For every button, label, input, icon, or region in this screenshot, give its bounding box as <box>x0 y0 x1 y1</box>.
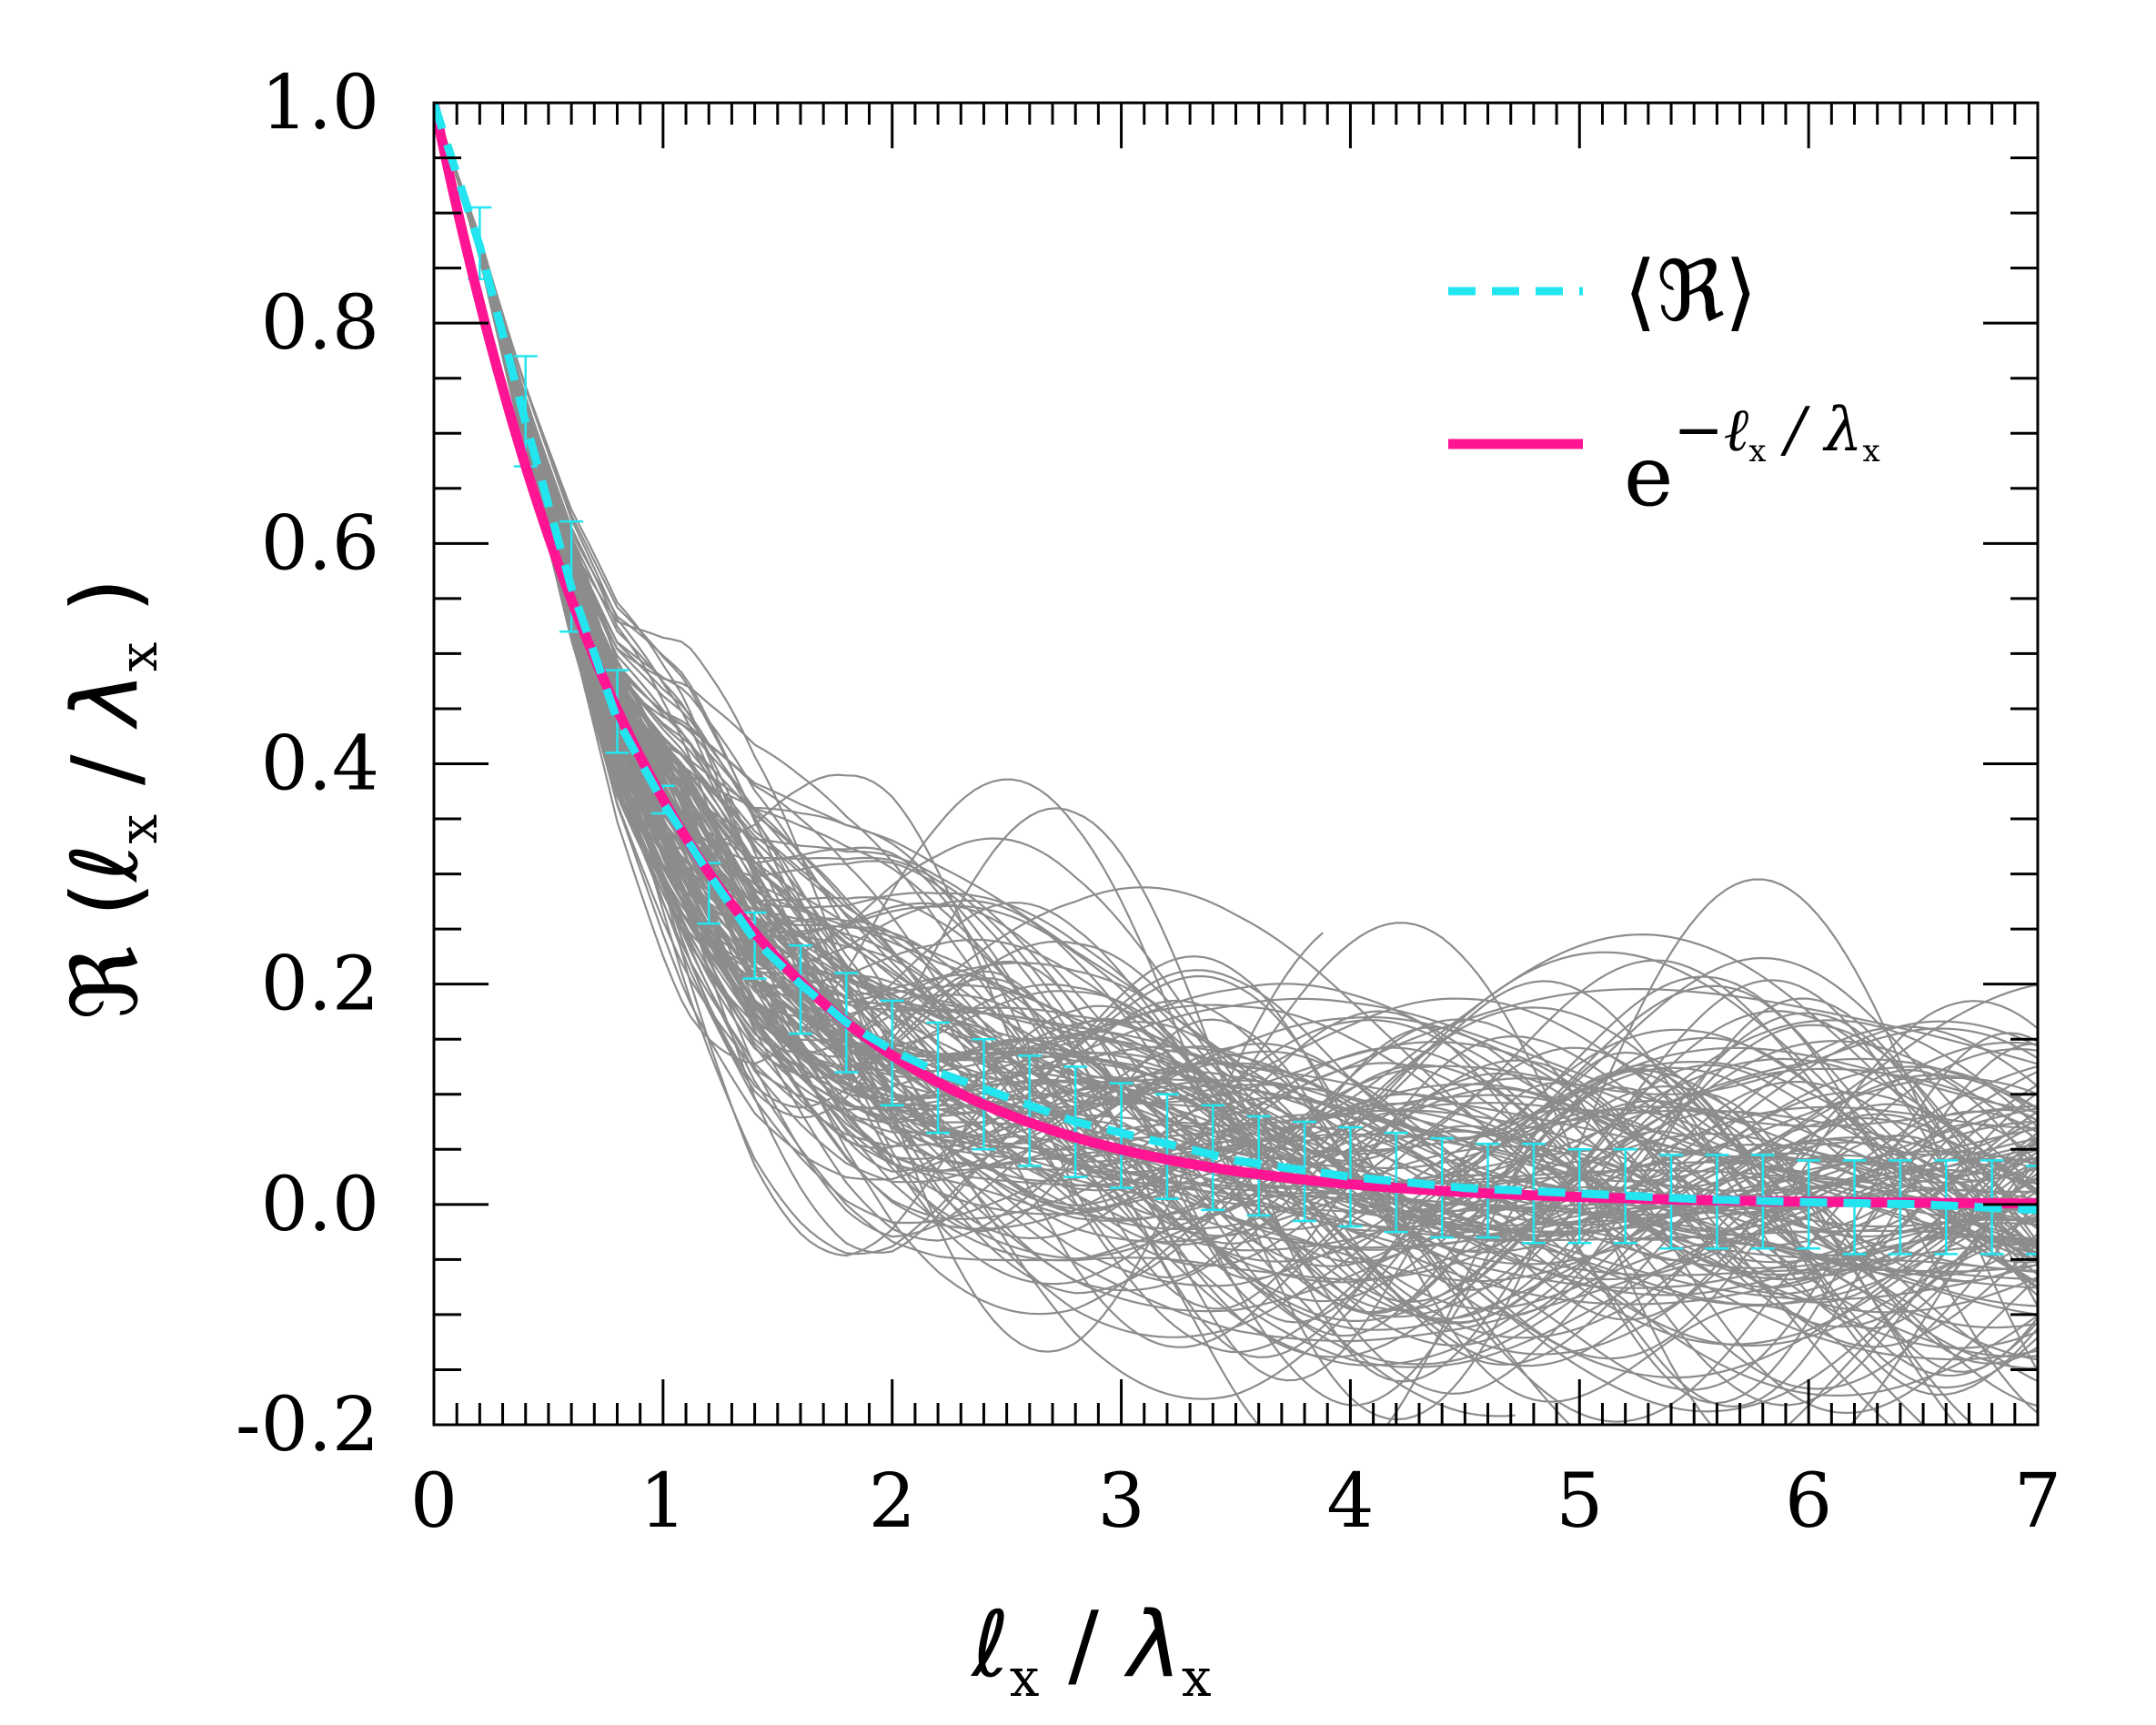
sample-curve <box>434 103 2038 1208</box>
sample-curve <box>434 103 2038 1216</box>
sample-curve <box>434 103 2038 1276</box>
y-tick-label: 0.8 <box>261 280 379 367</box>
y-tick-label: 0.0 <box>261 1162 379 1248</box>
sample-curve <box>434 103 2038 1270</box>
sample-curve <box>434 103 2038 1257</box>
sample-curve <box>434 103 2038 1182</box>
mean-correlation-line <box>434 103 2038 1215</box>
legend-label-mean: ⟨ℜ⟩ <box>1624 243 1758 340</box>
sample-curve <box>434 103 2038 1283</box>
sample-curve <box>434 103 2038 1421</box>
y-tick-label: 0.2 <box>261 942 379 1028</box>
sample-curve <box>434 103 2038 1274</box>
sample-curve <box>434 103 2038 1241</box>
sample-curve <box>434 103 2038 1347</box>
sample-curve <box>434 103 2038 1358</box>
sample-curve <box>434 103 1892 1425</box>
y-tick-label: -0.2 <box>236 1382 379 1468</box>
sample-curve <box>434 103 2038 1266</box>
sample-curve <box>434 103 2038 1361</box>
x-tick-label: 0 <box>410 1458 458 1545</box>
sample-curve <box>434 103 2038 1222</box>
x-tick-label: 7 <box>2014 1458 2061 1545</box>
sample-curve <box>434 103 2038 1211</box>
x-tick-label: 3 <box>1097 1458 1144 1545</box>
sample-curve <box>434 103 2038 1383</box>
sample-curve <box>434 103 2038 1292</box>
sample-curves <box>434 103 2038 1425</box>
sample-curve <box>434 103 2038 1331</box>
sample-curve <box>434 103 2038 1400</box>
sample-curve <box>434 103 2038 1228</box>
y-axis-label: ℜ (ℓx / λx ) <box>52 578 169 1020</box>
sample-curve <box>434 103 2038 1234</box>
sample-curve <box>434 103 2038 1279</box>
sample-curve <box>434 103 2038 1222</box>
sample-curve <box>434 103 2038 1413</box>
sample-curve <box>434 103 2038 1348</box>
sample-curve <box>434 103 2038 1284</box>
sample-curve <box>434 103 1324 1353</box>
exponential-fit-line <box>434 103 2038 1209</box>
legend: ⟨ℜ⟩ e−ℓx / λx <box>1448 243 1880 525</box>
x-axis-label: ℓx / λx <box>970 1591 1211 1709</box>
y-tick-labels: -0.2 0.0 0.2 0.4 0.6 0.8 1.0 <box>236 60 379 1468</box>
sample-curve <box>434 103 2038 1151</box>
sample-curve <box>434 103 2038 1415</box>
x-tick-labels: 0 1 2 3 4 5 6 7 <box>410 1458 2061 1545</box>
sample-curve <box>434 103 2038 1194</box>
axis-ticks <box>432 101 2040 1427</box>
sample-curve <box>434 103 2038 1216</box>
x-tick-label: 2 <box>869 1458 916 1545</box>
sample-curve <box>434 103 2038 1211</box>
sample-curve <box>434 103 2038 1263</box>
sample-curve <box>434 103 2038 1324</box>
sample-curve <box>434 103 2038 1193</box>
y-tick-label: 0.4 <box>261 721 379 808</box>
sample-curve <box>434 103 2038 1220</box>
sample-curve <box>434 103 2038 1182</box>
y-tick-label: 0.6 <box>261 500 379 587</box>
x-tick-label: 6 <box>1785 1458 1832 1545</box>
x-tick-label: 5 <box>1556 1458 1603 1545</box>
sample-curve <box>434 103 2038 1337</box>
legend-label-exp: e−ℓx / λx <box>1624 395 1880 525</box>
sample-curve <box>434 103 2038 1193</box>
x-tick-label: 4 <box>1326 1458 1374 1545</box>
sample-curve <box>434 103 2038 1390</box>
sample-curve <box>434 103 2038 1283</box>
error-bars <box>468 206 2038 1256</box>
sample-curve <box>434 103 2038 1273</box>
sample-curve <box>434 103 2038 1323</box>
x-tick-label: 1 <box>640 1458 687 1545</box>
y-tick-label: 1.0 <box>261 60 379 146</box>
svg-text:ℜ (ℓx / λx ): ℜ (ℓx / λx ) <box>52 578 169 1020</box>
sample-curve <box>434 103 2038 1185</box>
